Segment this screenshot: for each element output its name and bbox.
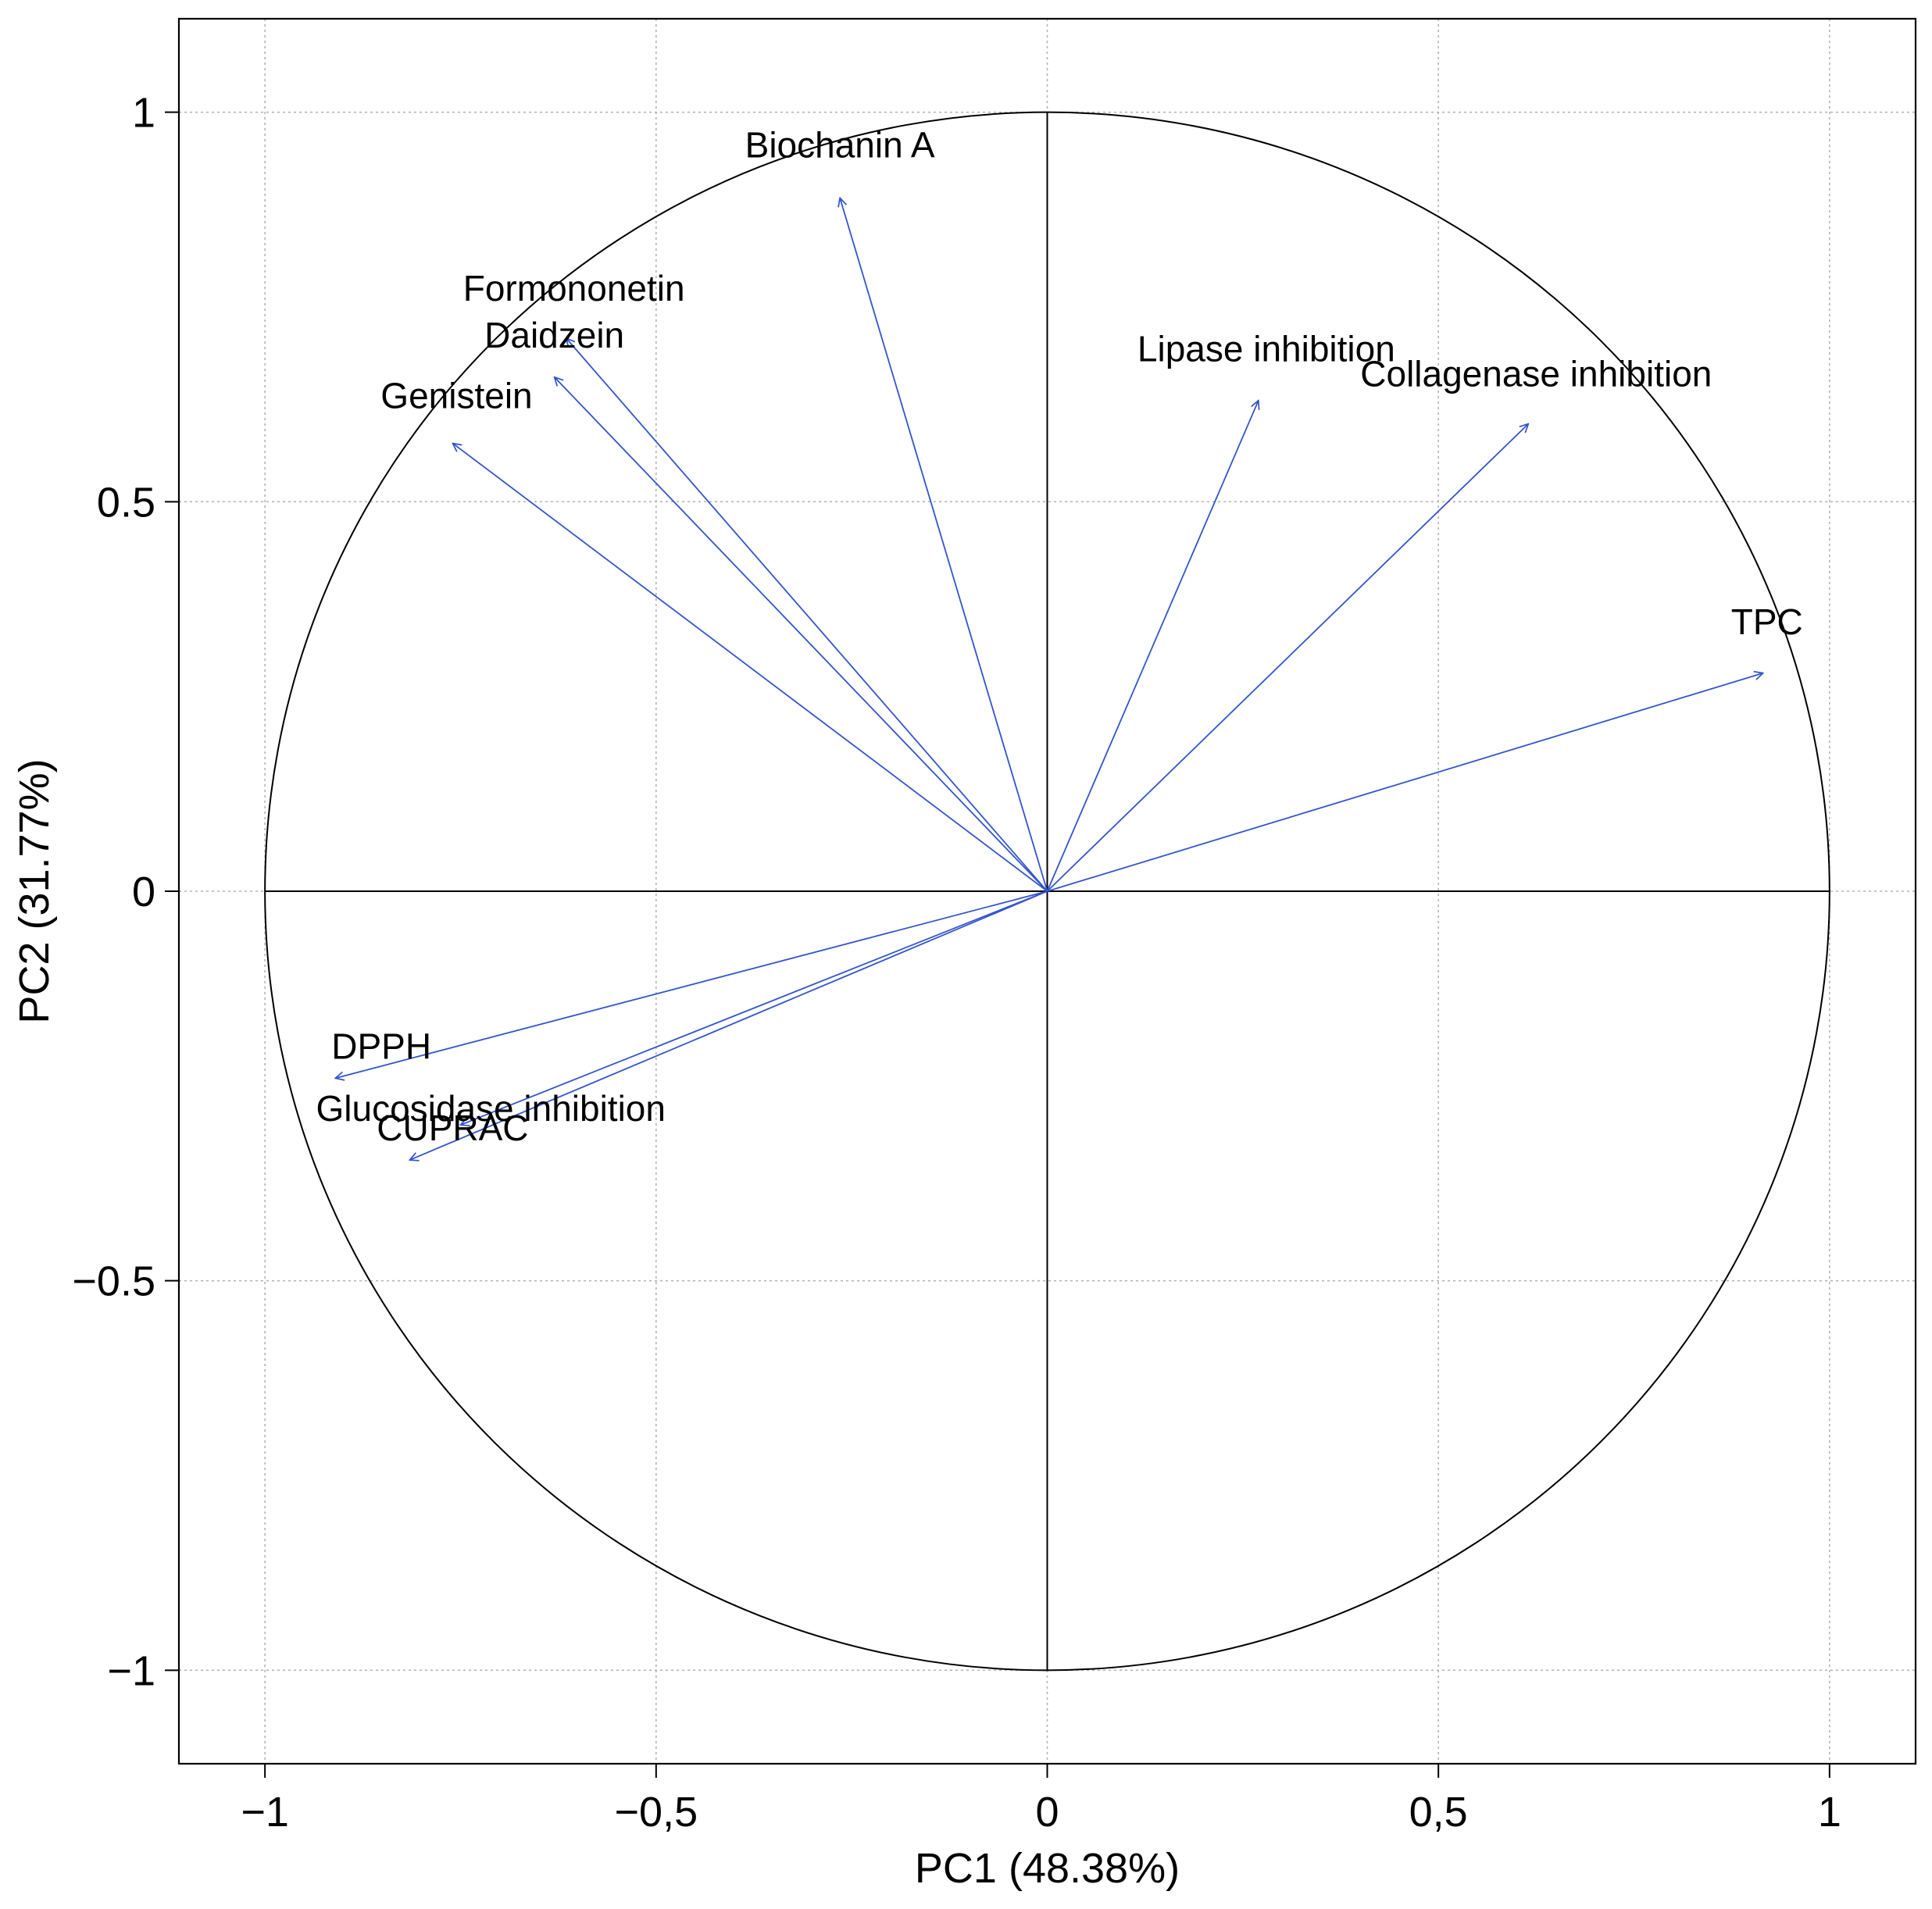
variable-labels: Biochanin A Formononetin Daidzein Genistein…: [316, 124, 1802, 1148]
arrow-cuprac: [409, 890, 1048, 1160]
y-tick-label: 1: [132, 90, 155, 137]
label-glucosidase-inhibition: Glucosidase inhibition: [316, 1088, 665, 1129]
tick-labels: −1 −0,5 0 0,5 1 −1 −0.5 0 0.5 1: [72, 90, 1841, 1836]
x-tick-label: −1: [241, 1789, 289, 1836]
label-dpph: DPPH: [331, 1026, 431, 1066]
arrow-tpc: [1047, 673, 1763, 892]
y-axis-title: PC2 (31.77%): [11, 758, 58, 1023]
label-tpc: TPC: [1731, 601, 1803, 642]
y-tick-label: −0.5: [72, 1258, 155, 1305]
x-tick-label: 0,5: [1409, 1789, 1468, 1836]
variable-arrows: [335, 198, 1762, 1160]
label-collagenase-inhibition: Collagenase inhibition: [1360, 354, 1712, 394]
arrow-dpph: [335, 890, 1048, 1078]
label-formononetin: Formononetin: [463, 268, 685, 309]
label-lipase-inhibition: Lipase inhibition: [1137, 329, 1395, 369]
arrow-collagenase-inhibition: [1046, 424, 1529, 892]
label-genistein: Genistein: [380, 376, 532, 416]
arrow-daidzein: [555, 377, 1048, 892]
arrow-glucosidase-inhibition: [460, 890, 1048, 1125]
y-tick-label: 0.5: [97, 479, 155, 526]
x-tick-label: 1: [1818, 1789, 1841, 1836]
arrow-biochanin-a: [840, 198, 1048, 892]
x-tick-label: 0: [1035, 1789, 1059, 1836]
y-tick-label: 0: [132, 869, 155, 915]
x-axis-title: PC1 (48.38%): [915, 1845, 1180, 1892]
label-biochanin-a: Biochanin A: [745, 124, 935, 165]
x-tick-label: −0,5: [615, 1789, 698, 1836]
axes: [165, 17, 1917, 1778]
arrow-formononetin: [566, 338, 1048, 892]
arrow-genistein: [452, 444, 1048, 892]
label-daidzein: Daidzein: [484, 315, 624, 355]
y-tick-label: −1: [107, 1647, 155, 1694]
arrow-lipase-inhibition: [1046, 401, 1259, 892]
label-cuprac: CUPRAC: [377, 1108, 528, 1148]
